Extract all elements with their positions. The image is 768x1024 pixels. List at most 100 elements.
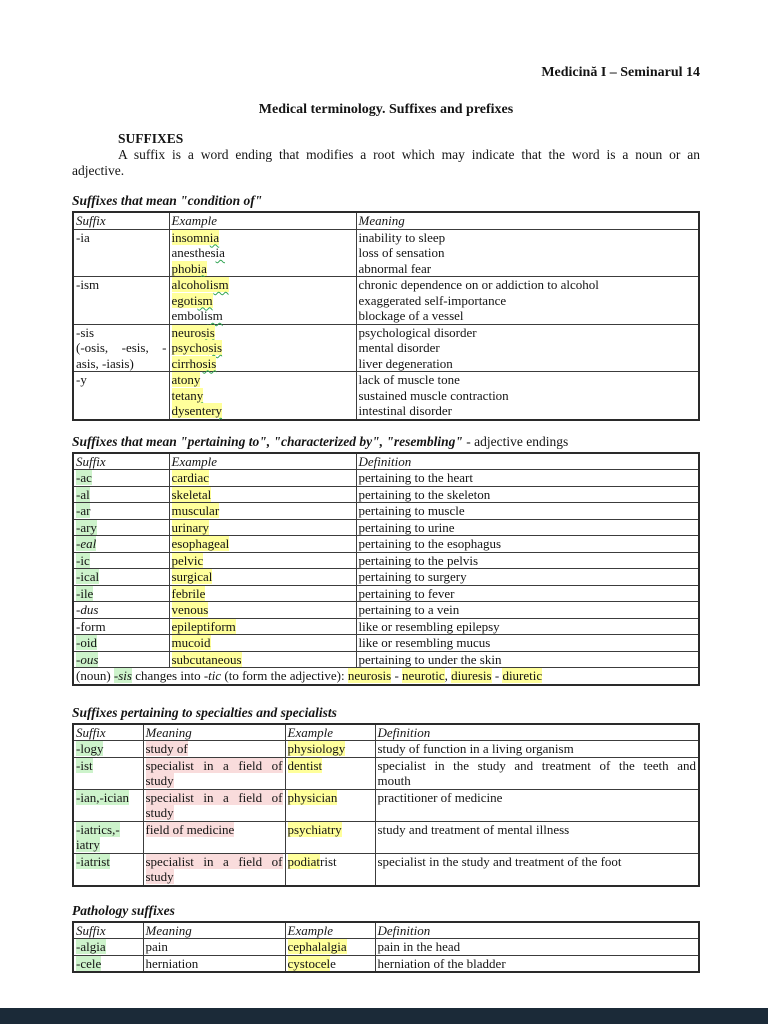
- table-cell: -logy: [72, 740, 144, 758]
- table-cell: chronic dependence on or addiction to al…: [355, 276, 700, 325]
- table-section-specialties: Suffixes pertaining to specialties and s…: [72, 705, 700, 887]
- cell-line: febrile: [171, 585, 354, 602]
- column-header: Meaning: [355, 211, 700, 230]
- highlighted-term: diuresis: [451, 668, 492, 683]
- highlighted-term: cystocel: [287, 955, 331, 971]
- header-row: Suffix Meaning Example Definition: [72, 723, 700, 741]
- table-section-condition-of: Suffixes that mean "condition of" Suffix E…: [72, 193, 700, 421]
- cell-line: phobia: [171, 260, 354, 277]
- cell-line: specialist in the study and treatment of…: [378, 758, 697, 774]
- cell-line: embolism: [172, 308, 354, 324]
- cell-line: specialist in a field of: [145, 757, 283, 774]
- highlighted-term: mucoid: [171, 635, 211, 650]
- cell-line: study of: [145, 741, 283, 757]
- cell-line: pertaining to the esophagus: [359, 536, 697, 552]
- highlighted-term: study: [145, 869, 174, 884]
- table-cell: lack of muscle tone sustained muscle cont…: [355, 371, 700, 420]
- cell-line: study: [145, 805, 283, 821]
- text-run: anesthes: [171, 245, 216, 260]
- highlighted-term: cephalalgia: [287, 939, 347, 954]
- table-cell: pain in the head: [374, 938, 700, 956]
- cell-line: alcoholism: [171, 277, 354, 293]
- highlighted-term: -ist: [76, 757, 93, 773]
- cell-line: herniation of the bladder: [378, 956, 697, 972]
- text-run: loss of sensation: [358, 245, 445, 260]
- cell-line: herniation: [146, 956, 283, 972]
- header-row: Suffix Meaning Example Definition: [72, 921, 700, 939]
- table-heading-pathology: Pathology suffixes: [72, 903, 700, 919]
- highlighted-term: sis: [202, 355, 217, 371]
- table-cell: -ia: [72, 228, 170, 277]
- highlighted-term: -ar: [76, 503, 91, 518]
- highlighted-term: egoti: [171, 292, 198, 308]
- text-run: abnormal fear: [358, 260, 432, 276]
- text-run: pertaining to the esophagus: [358, 536, 502, 551]
- cell-line: atony: [171, 372, 354, 388]
- table-row: -ist specialist in a field of study dentist…: [72, 756, 700, 790]
- cell-line: anesthesia: [172, 245, 354, 261]
- cell-line: -logy: [76, 741, 141, 757]
- text-run: - adjective endings: [462, 433, 569, 449]
- cell-line: pain: [146, 939, 283, 955]
- cell-line: tetany: [171, 387, 354, 404]
- table-cell: pertaining to under the skin: [355, 650, 700, 668]
- highlighted-term: dentist: [287, 757, 323, 773]
- highlighted-term: dysenter: [171, 403, 216, 418]
- table-cell: febrile: [168, 584, 357, 602]
- table-cell: pertaining to the esophagus: [355, 535, 700, 553]
- highlighted-term: diuretic: [502, 668, 543, 683]
- table-row: -iatrist specialist in a field of study pod…: [72, 852, 700, 886]
- table-cell: pertaining to the pelvis: [355, 551, 700, 569]
- table-cell: -eal: [72, 535, 170, 553]
- column-header: Suffix: [72, 211, 170, 230]
- text-run: emboli: [171, 308, 208, 323]
- text-run: study of function in a living organism: [377, 741, 574, 756]
- table-cell: alcoholism egotism embolism: [168, 276, 357, 325]
- table-condition-of: Suffix Example Meaning -ia insomnia anesthesi…: [72, 211, 700, 421]
- cell-line: field of medicine: [145, 821, 283, 838]
- table-row: -iatrics,- iatry field of medicine psychiat…: [72, 820, 700, 854]
- highlighted-term: venous: [171, 602, 209, 617]
- highlighted-term: field of medicine: [145, 821, 235, 837]
- table-cell: epileptiform: [168, 617, 357, 635]
- table-cell: herniation: [142, 954, 286, 973]
- highlighted-term: surgical: [171, 569, 213, 584]
- table-cell: -ist: [72, 756, 144, 790]
- table-cell: pain: [142, 938, 286, 956]
- text-run: blockage of a vessel: [358, 308, 464, 323]
- table-row: -y atony tetany dysentery lack of muscle ton…: [72, 371, 700, 420]
- table-cell: -dus: [72, 601, 170, 619]
- cell-line: pain in the head: [378, 939, 697, 955]
- highlighted-term: ia: [209, 229, 220, 245]
- table-cell: -ic: [72, 551, 170, 569]
- table-row: -ary urinary pertaining to urine: [72, 518, 700, 536]
- header-row: Suffix Example Definition: [72, 452, 700, 470]
- cell-line: egotism: [171, 292, 354, 309]
- text-run: like or resembling mucus: [358, 635, 491, 650]
- table-cell: muscular: [168, 502, 357, 520]
- column-header: Example: [168, 211, 357, 230]
- highlighted-term: -sis: [113, 668, 132, 683]
- highlighted-term: study: [145, 805, 174, 820]
- cell-line: -ile: [76, 585, 167, 602]
- table-cell: study of: [142, 740, 286, 758]
- text-run: Suffixes pertaining to specialties and s…: [72, 704, 337, 720]
- column-header: Example: [284, 723, 376, 741]
- cell-line: pertaining to the skeleton: [359, 487, 697, 503]
- highlighted-term: epileptiform: [171, 618, 236, 634]
- table-cell: specialist in a field of study: [142, 788, 286, 822]
- text-run: exaggerated self-importance: [358, 292, 507, 308]
- column-header: Definition: [374, 921, 700, 939]
- text-run: changes into: [131, 668, 204, 683]
- table-row: -ic pelvic pertaining to the pelvis: [72, 551, 700, 569]
- highlighted-term: -eal: [76, 536, 97, 551]
- column-header: Suffix: [72, 921, 144, 939]
- highlighted-term: febrile: [171, 585, 206, 601]
- text-run: (to form the adjective):: [221, 668, 348, 683]
- cell-line: mental disorder: [359, 340, 697, 356]
- cell-line: -ist: [76, 757, 141, 774]
- cell-line: pertaining to under the skin: [359, 652, 697, 668]
- table-cell: cephalalgia: [284, 938, 376, 956]
- highlighted-term: atony: [171, 372, 201, 387]
- text-run: -form: [76, 618, 106, 634]
